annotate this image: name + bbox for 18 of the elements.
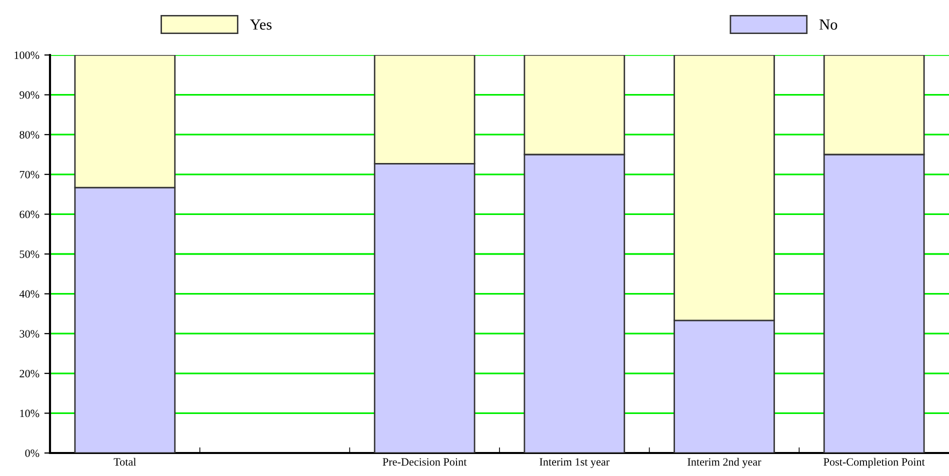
y-tick-label: 20% xyxy=(20,370,40,378)
x-tick-label: Interim 2nd year xyxy=(688,458,762,468)
y-tick-label: 10% xyxy=(20,410,40,418)
y-tick-label: 0% xyxy=(25,449,40,457)
x-tick-label: Post-Completion Point xyxy=(824,458,925,468)
y-tick-label: 70% xyxy=(20,170,40,178)
legend-label: Yes xyxy=(250,20,272,30)
y-tick-label: 90% xyxy=(20,91,40,99)
y-tick-label: 30% xyxy=(20,330,40,338)
x-tick-label: Interim 1st year xyxy=(540,458,610,468)
legend-label: No xyxy=(820,20,838,30)
y-tick-label: 80% xyxy=(20,131,40,139)
x-tick-label: Total xyxy=(114,458,136,466)
x-tick-label: Pre-Decision Point xyxy=(382,458,467,466)
y-tick-label: 40% xyxy=(19,290,40,298)
y-tick-label: 100% xyxy=(14,51,40,59)
y-tick-label: 50% xyxy=(20,250,40,258)
y-tick-label: 60% xyxy=(20,210,40,218)
